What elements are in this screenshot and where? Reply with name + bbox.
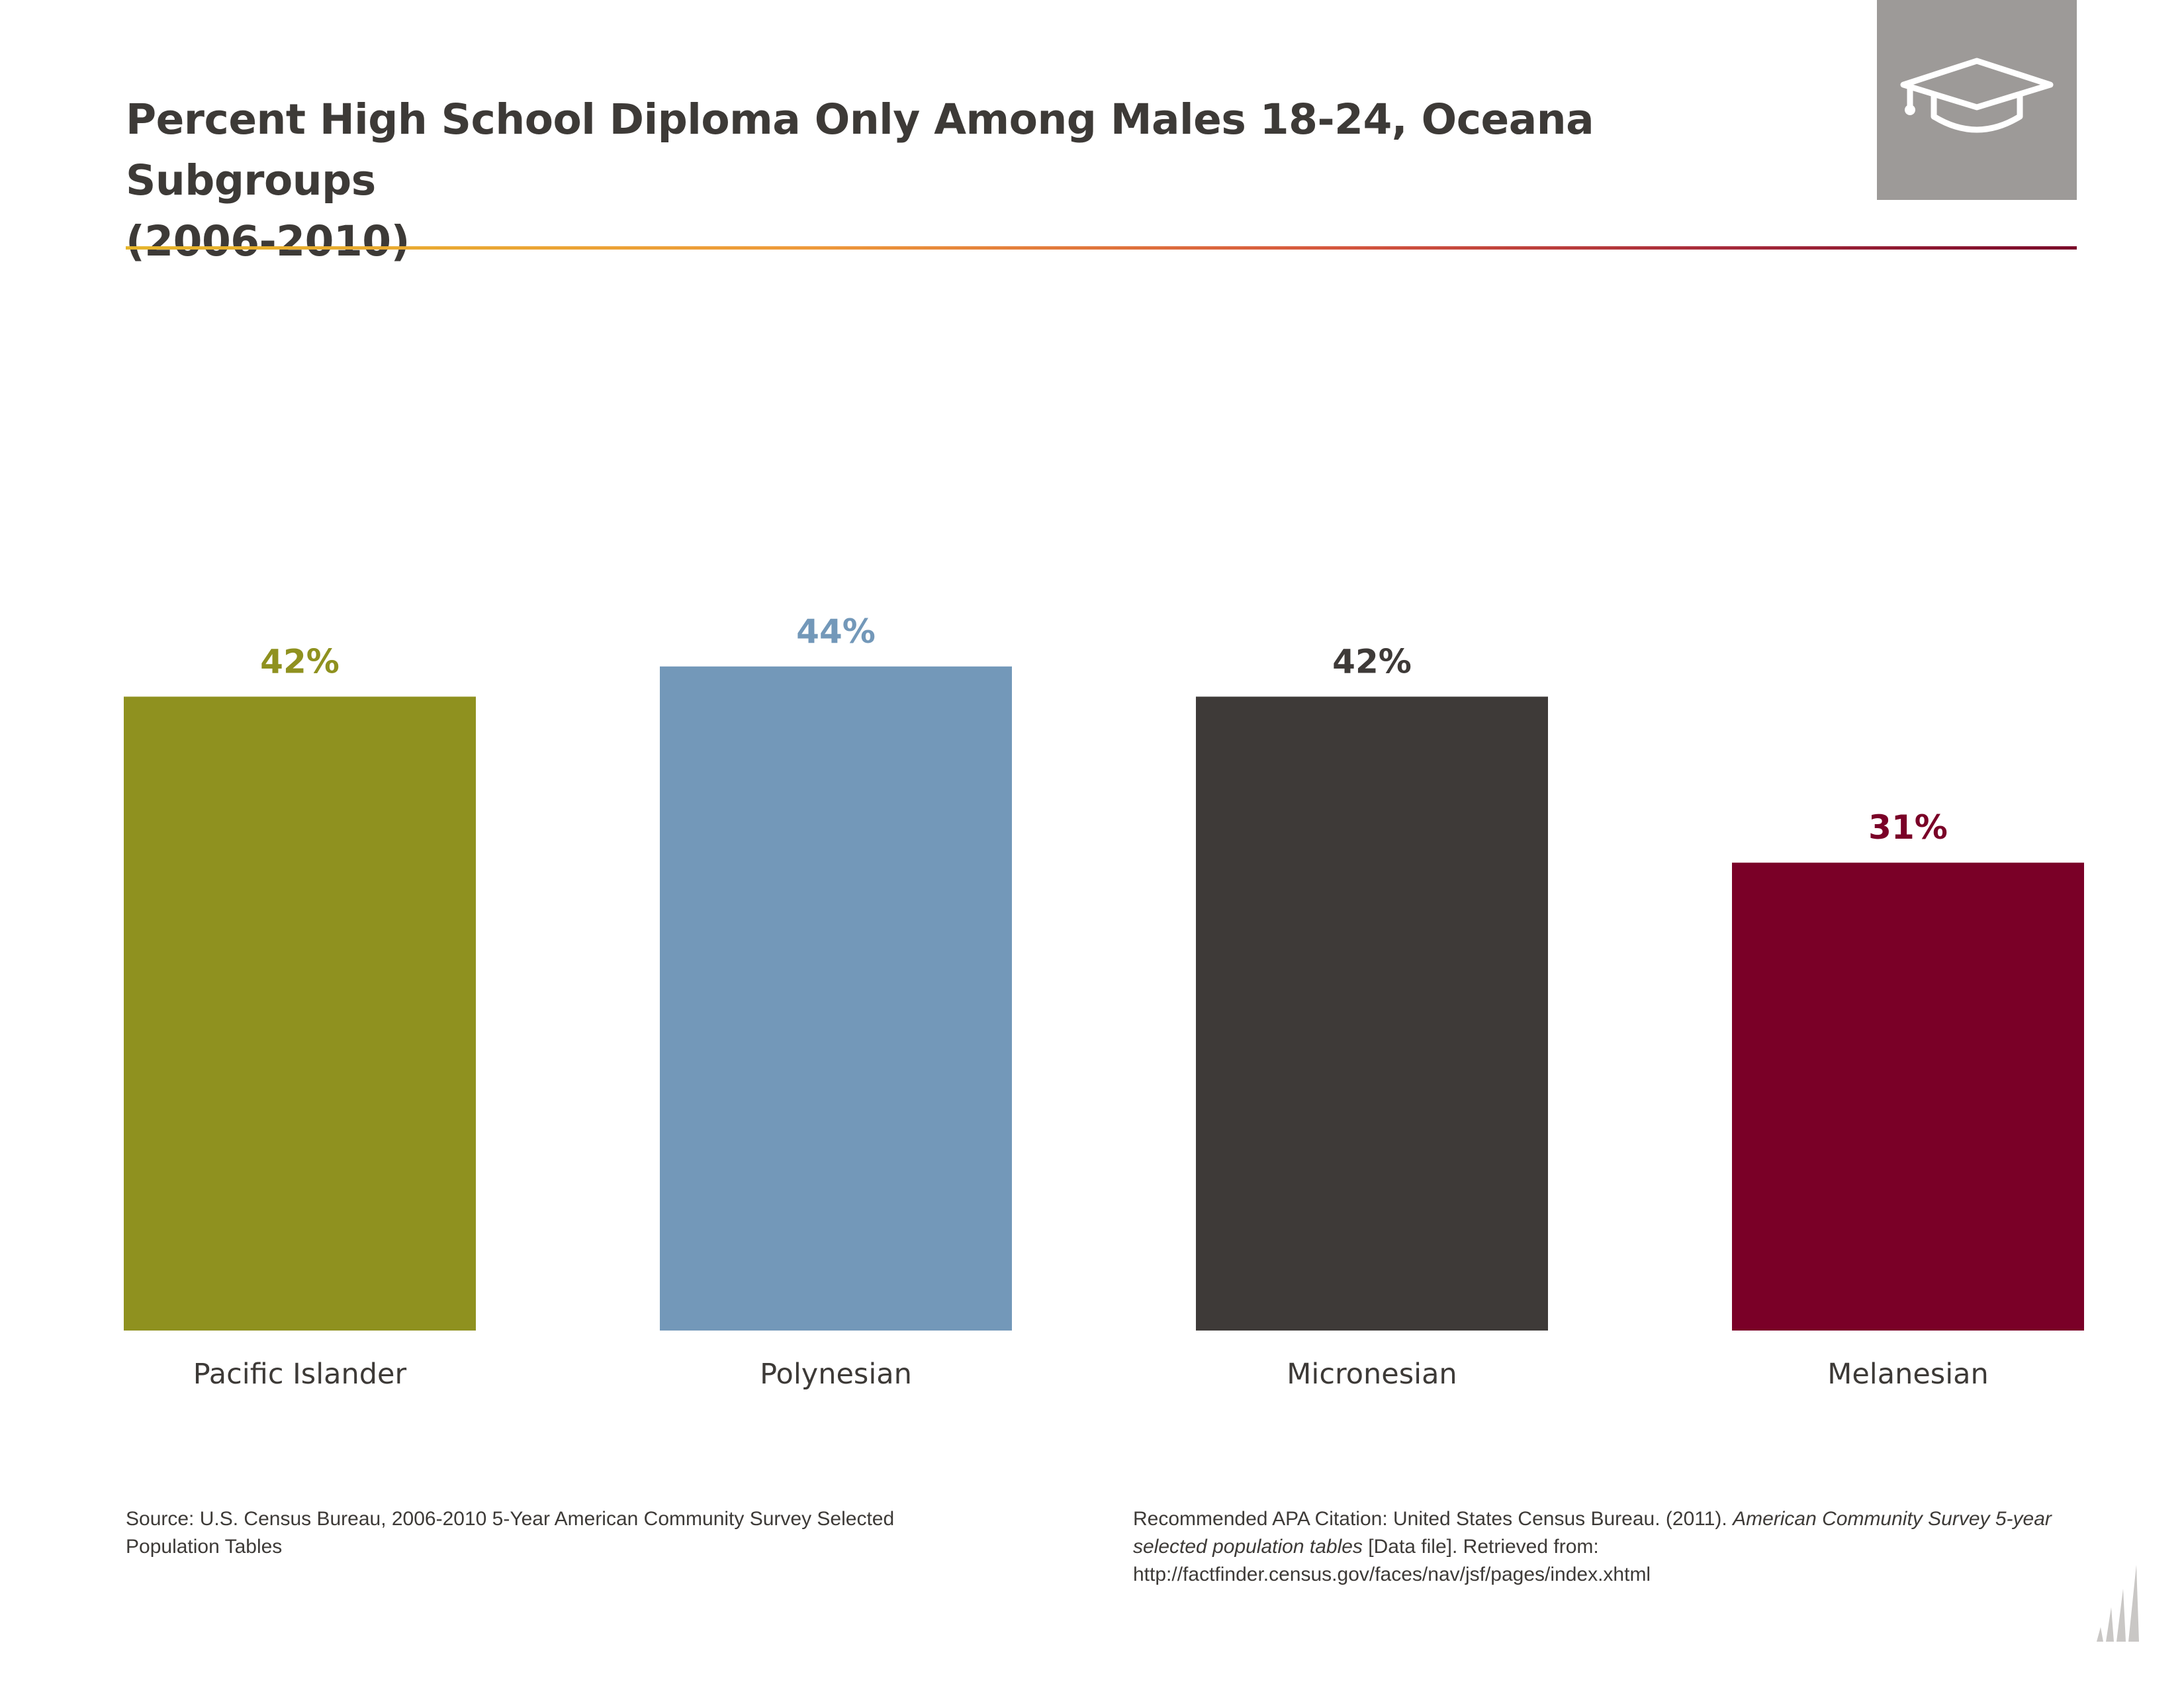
apa-citation: Recommended APA Citation: United States … [1133, 1505, 2073, 1589]
bar-micronesian [1196, 696, 1548, 1331]
page-title: Percent High School Diploma Only Among M… [126, 89, 1820, 272]
citation-title: American Community Survey 5-year selecte… [1133, 1508, 2052, 1558]
data-label: 44% [796, 612, 876, 651]
category-label: Pacific Islander [193, 1358, 407, 1391]
category-label: Polynesian [760, 1358, 912, 1391]
bar-polynesian [660, 666, 1012, 1331]
page-title-line-2: (2006-2010) [126, 217, 410, 265]
citation-prefix: Recommended APA Citation: United States … [1133, 1508, 1733, 1530]
source-note: Source: U.S. Census Bureau, 2006-2010 5-… [126, 1508, 895, 1558]
data-label: 42% [260, 642, 340, 680]
title-divider [126, 246, 2077, 250]
category-label: Melanesian [1827, 1358, 1989, 1391]
bars-logo-icon [2097, 1565, 2139, 1642]
bar-melanesian [1732, 863, 2084, 1331]
graduation-cap-icon [1900, 58, 2054, 133]
citation-suffix: [Data file]. Retrieved from: http://fact… [1133, 1536, 1651, 1585]
bar-pacific-islander [124, 696, 476, 1331]
data-label: 42% [1332, 642, 1412, 680]
bar-chart: 42% Pacific Islander 44% Polynesian 42% Micro… [124, 612, 2084, 1391]
category-label: Micronesian [1287, 1358, 1457, 1391]
page-title-line-1: Percent High School Diploma Only Among M… [126, 95, 1594, 205]
data-label: 31% [1868, 808, 1948, 847]
topic-icon-box [1877, 0, 2077, 200]
